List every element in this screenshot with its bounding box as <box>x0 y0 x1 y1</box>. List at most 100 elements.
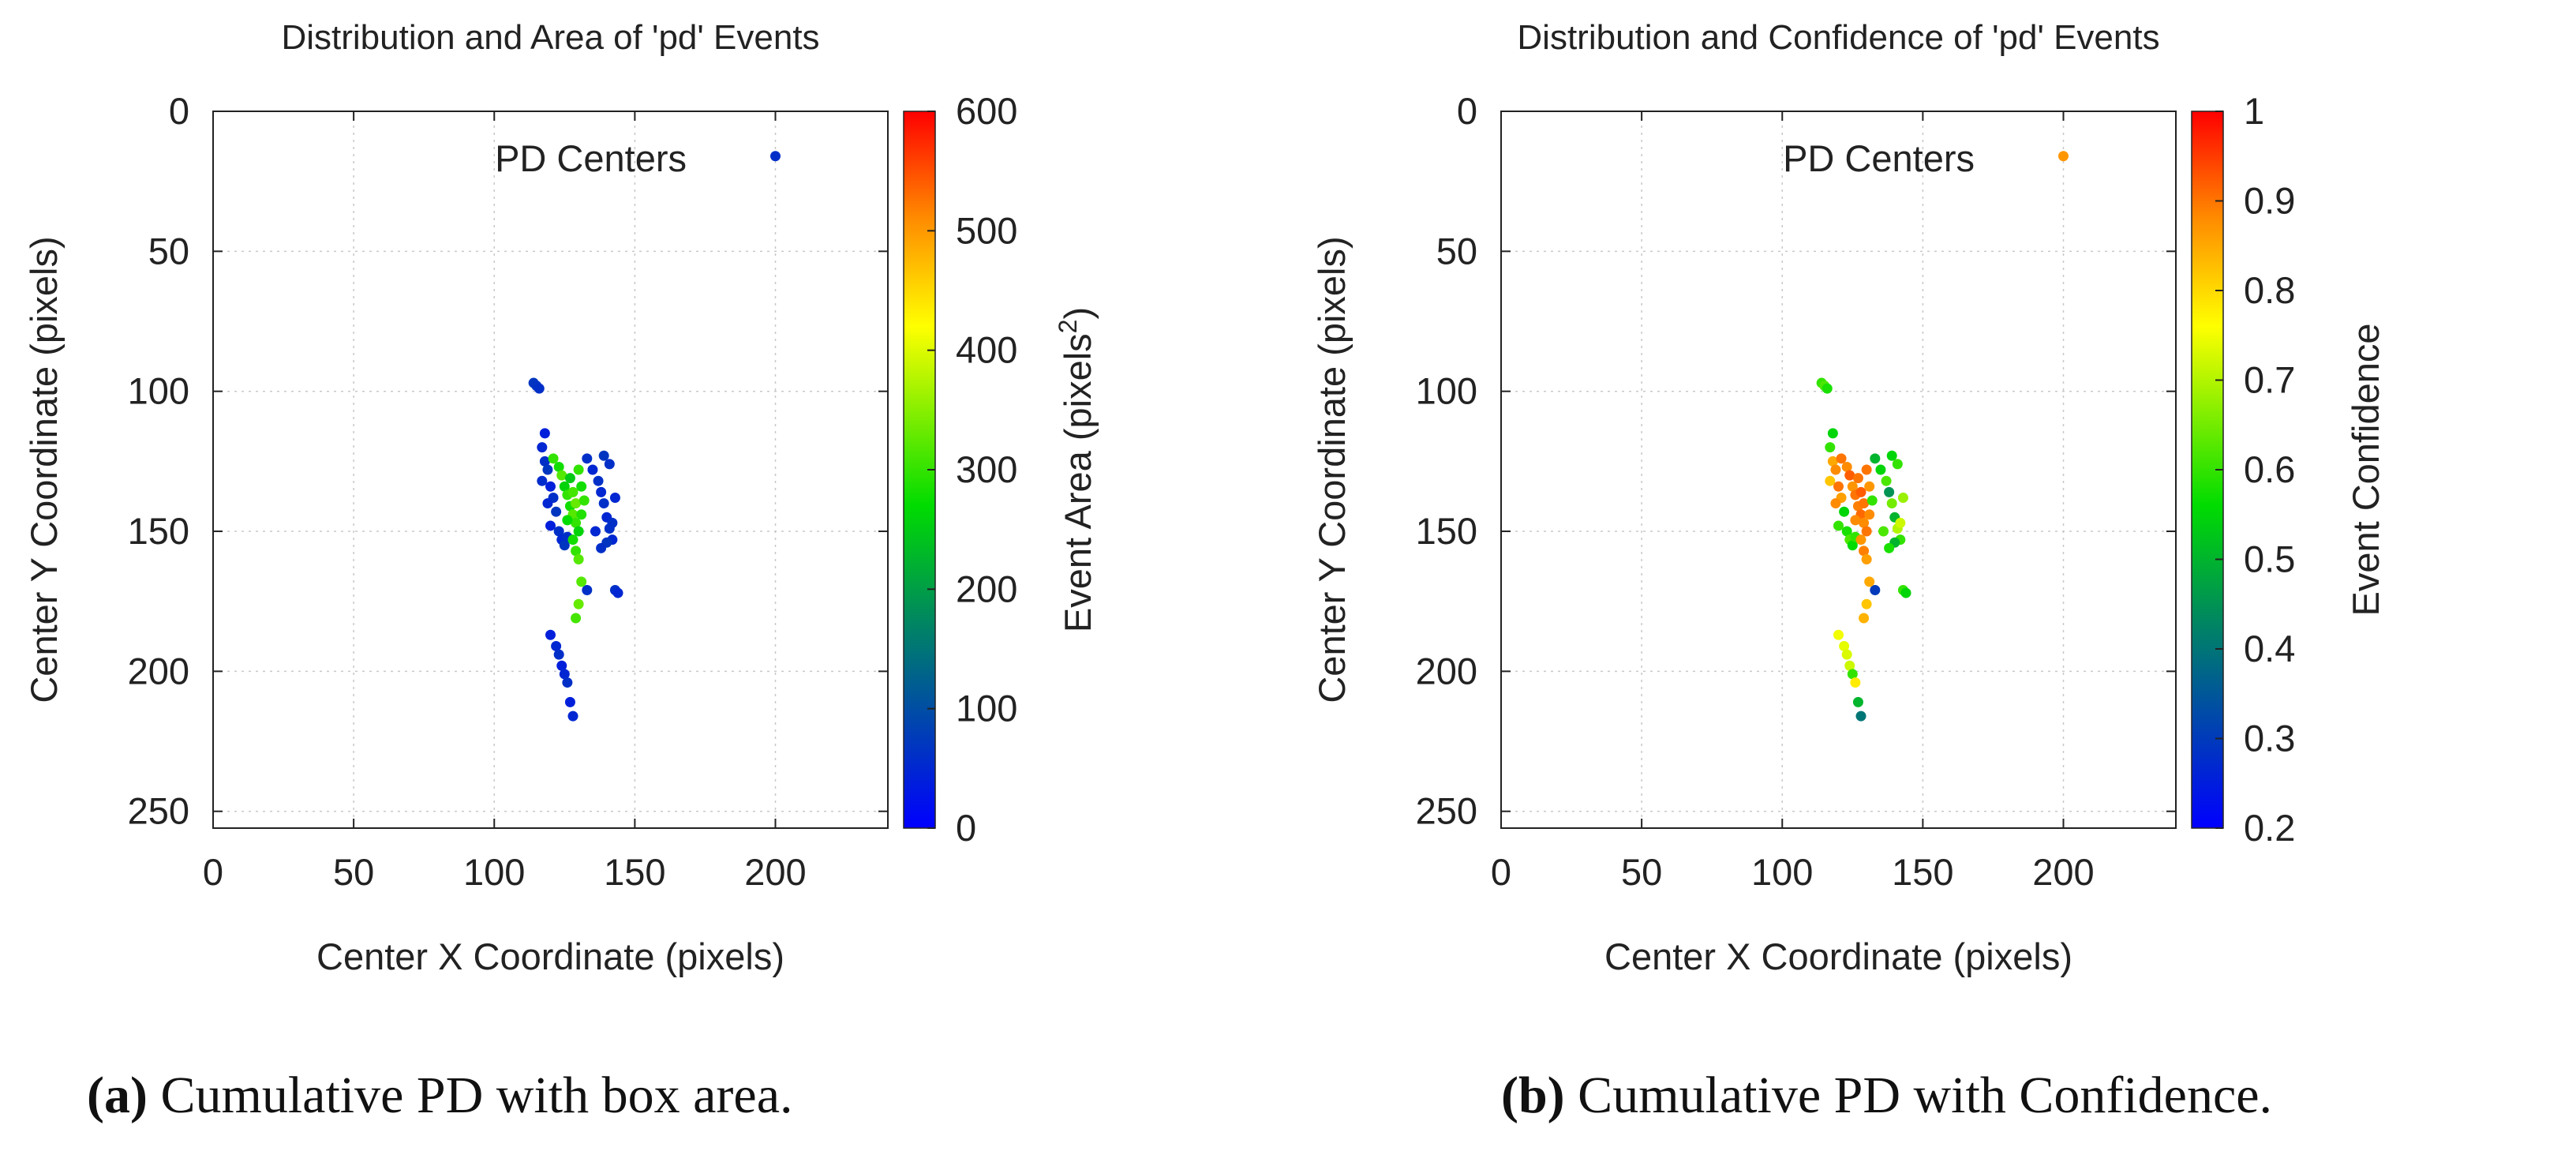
x-tick-label: 200 <box>744 851 806 893</box>
data-point <box>559 669 570 680</box>
data-point <box>1861 554 1872 564</box>
x-tick-label: 100 <box>463 851 525 893</box>
x-tick-label: 150 <box>604 851 665 893</box>
data-point <box>1900 587 1911 598</box>
data-point <box>1841 526 1852 537</box>
data-point <box>609 492 620 503</box>
caption-b-text: Cumulative PD with Confidence. <box>1578 1067 2273 1124</box>
data-point <box>573 598 584 609</box>
data-point <box>1866 495 1878 506</box>
colorbar-tick-label: 400 <box>956 329 1017 371</box>
data-point <box>1870 453 1881 464</box>
data-point <box>1852 473 1863 484</box>
data-point <box>559 481 570 492</box>
scatter-chart-confidence: Distribution and Confidence of 'pd' Even… <box>1311 18 2387 977</box>
y-tick-label: 150 <box>1416 510 1477 552</box>
data-point <box>770 151 781 162</box>
data-point <box>576 481 587 492</box>
x-tick-label: 150 <box>1892 851 1953 893</box>
data-point <box>576 576 587 587</box>
chart-title: Distribution and Area of 'pd' Events <box>281 18 819 57</box>
y-tick-label: 150 <box>128 510 189 552</box>
data-point <box>1884 542 1895 553</box>
caption-b-tag: (b) <box>1501 1067 1565 1124</box>
data-point <box>539 456 550 467</box>
colorbar-label-suffix: ) <box>1057 307 1099 320</box>
data-point <box>576 509 587 520</box>
data-point <box>582 585 593 596</box>
data-point <box>1884 486 1895 497</box>
data-point <box>582 453 593 464</box>
colorbar-tick-label: 0.5 <box>2244 538 2295 580</box>
data-point <box>556 660 567 671</box>
colorbar-tick-label: 0.2 <box>2244 807 2295 849</box>
data-point <box>573 554 584 564</box>
data-point <box>1844 660 1855 671</box>
data-point <box>1855 710 1866 722</box>
data-point <box>1859 613 1870 624</box>
colorbar-tick-label: 0.7 <box>2244 359 2295 401</box>
data-point <box>1859 517 1870 528</box>
colorbar-label: Event Area (pixels2) <box>1054 307 1099 632</box>
data-point <box>553 461 564 472</box>
colorbar-label-superscript: 2 <box>1054 320 1082 334</box>
x-tick-label: 50 <box>1621 851 1662 893</box>
colorbar-label-text: Event Area (pixels <box>1057 333 1099 632</box>
caption-b: (b) Cumulative PD with Confidence. <box>1501 1066 2272 1126</box>
data-point <box>1886 450 1897 461</box>
data-point <box>553 526 564 537</box>
x-axis-label: Center X Coordinate (pixels) <box>316 935 784 977</box>
y-tick-label: 200 <box>1416 650 1477 692</box>
colorbar-tick-label: 0.6 <box>2244 448 2295 490</box>
data-point <box>607 517 618 528</box>
data-point <box>567 486 578 497</box>
chart-title: Distribution and Confidence of 'pd' Even… <box>1517 18 2159 57</box>
data-point <box>596 486 607 497</box>
data-point <box>612 587 623 598</box>
y-tick-label: 100 <box>128 370 189 412</box>
data-point <box>542 498 553 509</box>
colorbar-tick-label: 1 <box>2244 90 2264 132</box>
data-point <box>564 473 575 484</box>
data-point <box>551 640 562 651</box>
data-point <box>1892 459 1903 470</box>
data-point <box>1855 534 1866 546</box>
data-point <box>1864 481 1875 492</box>
data-point <box>551 506 562 517</box>
x-tick-label: 50 <box>333 851 374 893</box>
data-point <box>1844 470 1855 481</box>
x-tick-label: 0 <box>1491 851 1511 893</box>
y-tick-label: 250 <box>128 790 189 832</box>
data-point <box>1830 498 1841 509</box>
data-point <box>1886 498 1897 509</box>
data-point <box>556 470 567 481</box>
colorbar-tick-label: 0.3 <box>2244 718 2295 759</box>
data-point <box>596 542 607 553</box>
data-point <box>1878 526 1889 537</box>
data-point <box>545 629 556 640</box>
data-point <box>1861 526 1872 537</box>
data-point <box>562 677 573 688</box>
data-point <box>571 517 582 528</box>
data-point <box>1825 442 1836 453</box>
legend-label: PD Centers <box>1783 137 1975 179</box>
data-point <box>2058 151 2069 162</box>
data-point <box>571 546 582 557</box>
y-tick-label: 0 <box>169 90 189 132</box>
data-point <box>1850 515 1861 526</box>
data-point <box>1870 585 1881 596</box>
data-point <box>587 464 598 475</box>
colorbar-tick-label: 100 <box>956 688 1017 729</box>
data-point <box>545 481 556 492</box>
y-tick-label: 50 <box>1436 230 1477 272</box>
data-point <box>1841 649 1852 660</box>
plot-frame <box>1500 111 2177 829</box>
data-point <box>1859 498 1870 509</box>
chart-panel-confidence: Distribution and Confidence of 'pd' Even… <box>1288 0 2576 1151</box>
data-point <box>1855 486 1866 497</box>
data-point <box>1861 598 1872 609</box>
data-point <box>1847 540 1858 551</box>
chart-panel-area: Distribution and Area of 'pd' Events 0 50 1… <box>23 18 1099 1124</box>
data-point <box>1833 520 1844 531</box>
data-point <box>548 453 559 464</box>
